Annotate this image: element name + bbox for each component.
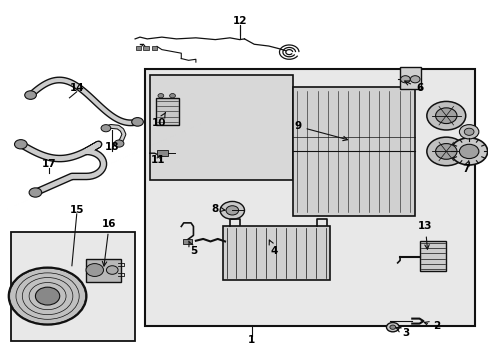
Text: 3: 3 [395, 328, 409, 338]
Bar [156, 98, 179, 125]
Circle shape [101, 125, 111, 132]
Text: 16: 16 [102, 219, 116, 266]
Bar [399, 67, 420, 89]
Text: 18: 18 [105, 142, 119, 152]
Text: 9: 9 [294, 121, 347, 141]
Text: 14: 14 [69, 83, 84, 93]
Circle shape [463, 128, 473, 135]
Text: 7: 7 [461, 161, 468, 174]
Circle shape [25, 91, 36, 99]
Bar [183, 239, 192, 244]
Bar [149, 75, 292, 180]
Bar [151, 46, 157, 50]
Circle shape [400, 76, 409, 83]
Bar [292, 87, 414, 216]
Circle shape [386, 323, 398, 332]
Bar [157, 150, 167, 156]
Text: 12: 12 [232, 16, 246, 26]
Text: 6: 6 [404, 81, 422, 93]
Circle shape [458, 144, 478, 158]
Circle shape [389, 325, 395, 329]
Bar [144, 69, 474, 327]
Text: 10: 10 [152, 113, 166, 128]
Circle shape [114, 140, 123, 147]
Bar [222, 226, 329, 280]
Text: 11: 11 [150, 156, 165, 165]
Circle shape [426, 102, 465, 130]
Text: 4: 4 [269, 240, 278, 256]
Circle shape [450, 138, 487, 165]
Bar [143, 46, 149, 50]
Text: 2: 2 [424, 321, 439, 332]
Text: 15: 15 [69, 205, 84, 215]
Circle shape [435, 108, 456, 123]
Circle shape [169, 94, 175, 98]
Text: 13: 13 [417, 221, 432, 249]
Circle shape [15, 140, 27, 149]
Circle shape [29, 188, 41, 197]
Circle shape [158, 94, 163, 98]
Text: 17: 17 [41, 159, 56, 169]
Circle shape [86, 264, 103, 276]
Circle shape [426, 137, 465, 166]
Bar [11, 232, 135, 341]
Circle shape [458, 125, 478, 139]
Circle shape [106, 266, 118, 274]
Text: 8: 8 [211, 203, 224, 213]
Text: 1: 1 [248, 335, 255, 345]
Text: 5: 5 [188, 241, 197, 256]
Circle shape [435, 144, 456, 159]
Bar [86, 258, 120, 282]
Circle shape [225, 206, 238, 215]
Bar [419, 241, 446, 271]
Circle shape [220, 202, 244, 219]
Circle shape [35, 287, 60, 305]
Bar [135, 46, 141, 50]
Circle shape [9, 267, 86, 325]
Circle shape [409, 76, 419, 83]
Circle shape [131, 118, 143, 126]
